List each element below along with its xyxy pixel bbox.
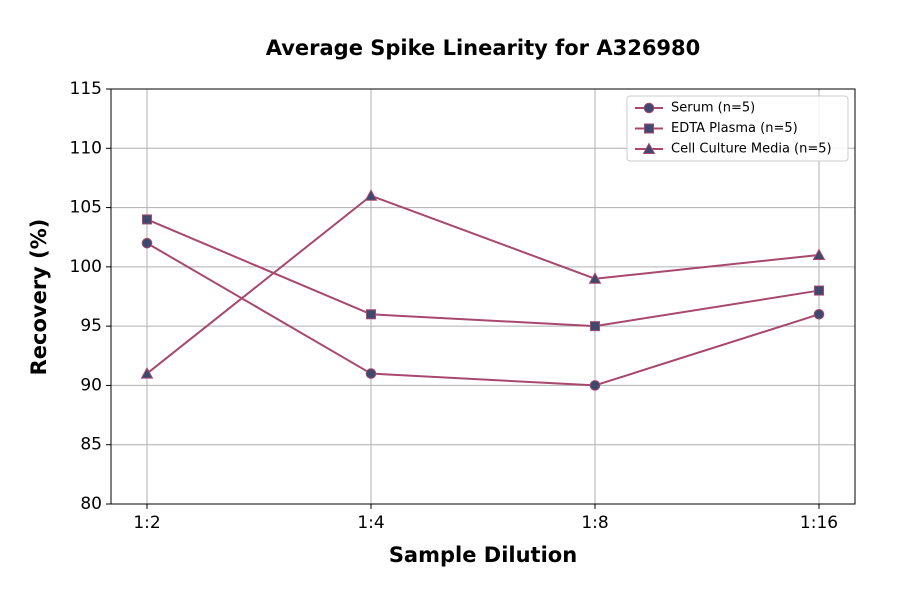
y-tick-label: 100 [70,257,102,277]
x-tick-label: 1:16 [800,513,838,533]
y-tick-label: 95 [80,316,102,336]
y-tick-label: 115 [70,79,102,99]
marker [366,309,376,320]
marker [814,285,824,296]
legend-label: Cell Culture Media (n=5) [671,142,832,157]
marker [642,142,656,154]
y-tick-label: 85 [80,435,102,455]
series-line [146,218,820,328]
y-tick-label: 80 [80,494,102,514]
chart-title: Average Spike Linearity for A326980 [266,36,701,60]
legend-label: EDTA Plasma (n=5) [671,121,798,136]
y-tick-label: 90 [80,375,102,395]
x-axis-label: Sample Dilution [389,543,577,567]
legend: Serum (n=5) EDTA Plasma (n=5) Cell Culture… [626,95,849,162]
marker [644,123,654,134]
marker [142,214,152,225]
marker [140,367,154,379]
y-tick-label: 105 [70,198,102,218]
legend-box [626,95,849,162]
series-line [146,194,820,375]
x-tick-label: 1:2 [133,513,160,533]
marker [364,189,378,201]
legend-label: Serum (n=5) [671,101,755,116]
marker [141,237,153,249]
x-tick-label: 1:8 [581,513,608,533]
y-tick-label: 110 [70,138,102,158]
marker [813,308,825,320]
series-line [146,242,820,387]
marker [589,380,601,391]
marker [590,321,600,332]
marker [588,272,602,284]
y-axis-label: Recovery (%) [27,219,51,376]
marker [643,102,655,114]
marker [812,248,826,260]
x-tick-label: 1:4 [357,513,384,533]
plot-frame [110,88,856,505]
marker [365,368,377,379]
